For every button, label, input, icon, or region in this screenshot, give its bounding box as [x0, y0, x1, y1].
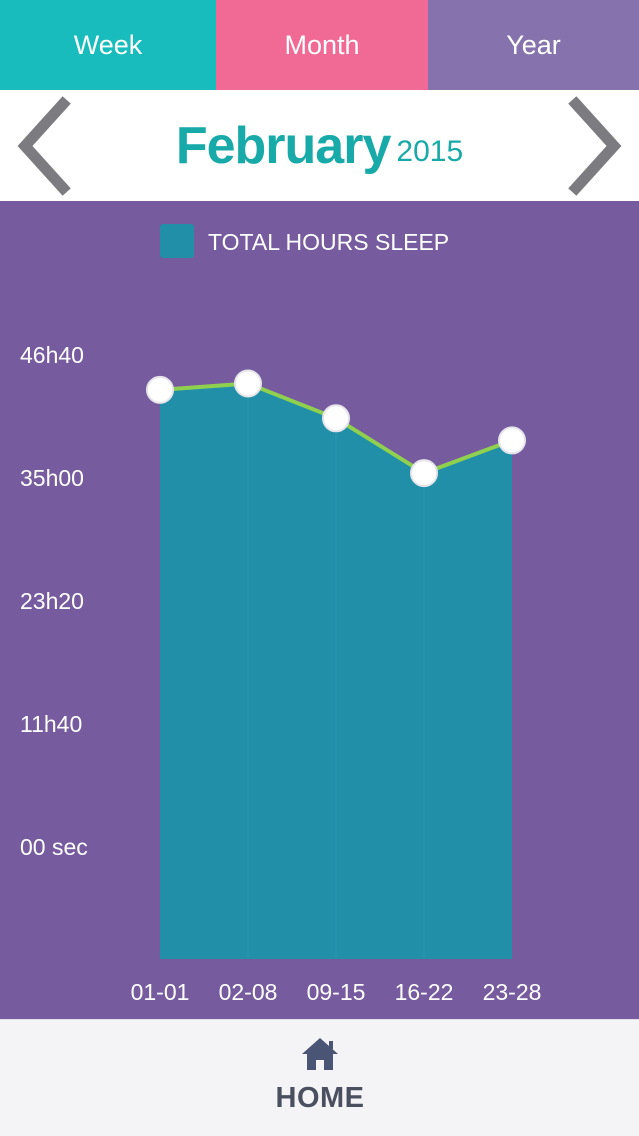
y-tick-label: 23h20	[20, 588, 84, 614]
legend-label: TOTAL HOURS SLEEP	[208, 229, 449, 255]
bottom-nav: HOME	[0, 1019, 639, 1136]
y-tick-label: 46h40	[20, 342, 84, 368]
tab-week[interactable]: Week	[0, 0, 216, 90]
tab-year[interactable]: Year	[428, 0, 639, 90]
sleep-chart-svg: TOTAL HOURS SLEEP 00 sec 11h40 23h20 35h00 4…	[20, 224, 542, 1005]
tab-year-label: Year	[506, 29, 561, 60]
chevron-left-icon	[17, 96, 71, 196]
tab-week-label: Week	[73, 29, 143, 60]
x-tick-label: 01-01	[131, 979, 190, 1005]
x-tick-label: 09-15	[307, 979, 366, 1005]
sleep-chart: TOTAL HOURS SLEEP 00 sec 11h40 23h20 35h00 4…	[0, 201, 639, 1019]
x-tick-label: 02-08	[219, 979, 278, 1005]
tab-month-label: Month	[284, 29, 360, 60]
data-point[interactable]	[498, 426, 526, 455]
next-month-button[interactable]	[560, 90, 639, 201]
month-header: February 2015	[0, 90, 639, 201]
data-point[interactable]	[234, 369, 262, 398]
month-year: 2015	[396, 134, 464, 168]
y-tick-label: 00 sec	[20, 834, 88, 860]
month-title: February 2015	[0, 90, 639, 201]
home-icon	[302, 1038, 338, 1070]
chevron-right-icon	[568, 96, 622, 196]
tab-month[interactable]: Month	[216, 0, 428, 106]
y-tick-label: 11h40	[20, 711, 82, 737]
period-tabs: Week Month Year	[0, 0, 639, 106]
legend-swatch	[160, 224, 194, 258]
home-button[interactable]: HOME	[240, 1030, 400, 1130]
data-point[interactable]	[322, 404, 350, 433]
y-tick-label: 35h00	[20, 465, 84, 491]
previous-month-button[interactable]	[8, 90, 88, 201]
data-point[interactable]	[146, 375, 174, 404]
data-point[interactable]	[410, 459, 438, 488]
month-name: February	[175, 116, 392, 175]
x-tick-label: 16-22	[395, 979, 454, 1005]
x-tick-label: 23-28	[483, 979, 542, 1005]
home-label: HOME	[275, 1082, 365, 1114]
